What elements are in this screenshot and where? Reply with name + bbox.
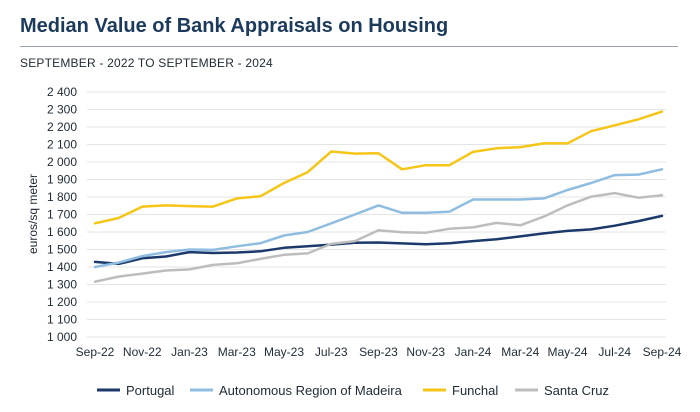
series-line-funchal	[93, 110, 664, 225]
x-tick-label: Nov-23	[406, 345, 445, 359]
x-tick-label: Jul-23	[315, 345, 348, 359]
legend-label: Portugal	[126, 383, 175, 398]
x-tick-label: Sep-22	[76, 345, 115, 359]
series-line-portugal	[93, 214, 664, 266]
x-tick-label: Sep-24	[643, 345, 682, 359]
legend-label: Autonomous Region of Madeira	[219, 383, 403, 398]
y-tick-label: 2 200	[47, 120, 77, 134]
x-tick-label: Nov-22	[123, 345, 162, 359]
y-axis-label: euros/sq meter	[26, 174, 40, 254]
legend-label: Funchal	[452, 383, 498, 398]
x-axis-ticks: Sep-22 Nov-22 Jan-23 Mar-23 May-23 Jul-23 Sep-…	[76, 345, 682, 359]
x-tick-label: Mar-23	[218, 345, 256, 359]
x-tick-label: Sep-23	[359, 345, 398, 359]
legend-label: Santa Cruz	[544, 383, 609, 398]
y-tick-label: 2 000	[47, 155, 77, 169]
gridlines	[87, 91, 666, 338]
y-tick-label: 1 900	[47, 173, 77, 187]
y-tick-label: 1 100	[47, 313, 77, 327]
y-tick-label: 1 700	[47, 208, 77, 222]
y-axis-ticks: 1 000 1 100 1 200 1 300 1 400 1 500 1 600 1 700…	[47, 85, 77, 344]
x-tick-label: Mar-24	[501, 345, 539, 359]
series-line-santa-cruz	[93, 191, 664, 283]
y-tick-label: 1 400	[47, 260, 77, 274]
x-tick-label: Jul-24	[598, 345, 631, 359]
x-tick-label: Jan-23	[171, 345, 208, 359]
y-tick-label: 1 300	[47, 278, 77, 292]
x-tick-label: May-24	[547, 345, 587, 359]
y-tick-label: 1 800	[47, 190, 77, 204]
series-line-autonomous-region-of-madeira	[93, 168, 664, 269]
chart-subtitle: SEPTEMBER - 2022 TO SEPTEMBER - 2024	[20, 56, 273, 70]
legend: Portugal Autonomous Region of Madeira Func…	[97, 383, 609, 398]
y-tick-label: 1 600	[47, 225, 77, 239]
y-tick-label: 2 300	[47, 103, 77, 117]
y-tick-label: 1 000	[47, 330, 77, 344]
y-tick-label: 2 400	[47, 85, 77, 99]
x-tick-label: May-23	[264, 345, 304, 359]
chart-title: Median Value of Bank Appraisals on Housi…	[20, 15, 449, 37]
y-tick-label: 2 100	[47, 138, 77, 152]
y-tick-label: 1 200	[47, 295, 77, 309]
series-lines	[93, 110, 664, 283]
y-tick-label: 1 500	[47, 243, 77, 257]
x-tick-label: Jan-24	[455, 345, 492, 359]
title-divider	[20, 46, 678, 47]
